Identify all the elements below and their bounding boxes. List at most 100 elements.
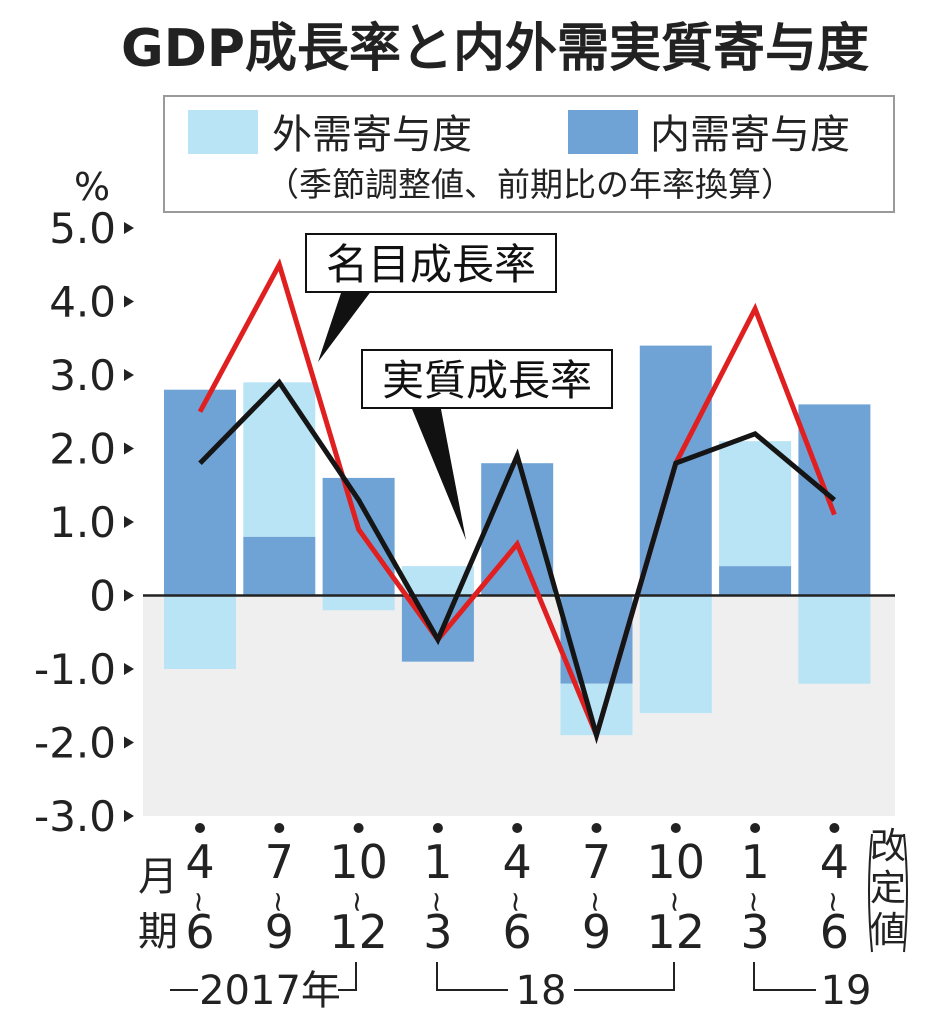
domestic-bar	[560, 595, 633, 684]
x-tick-dot	[432, 823, 443, 833]
y-tick-marker	[124, 369, 134, 381]
nominal-callout-box	[305, 233, 557, 293]
external-bar	[322, 595, 395, 611]
x-tick-label-end: 6	[820, 905, 849, 959]
external-bar	[164, 595, 236, 669]
y-tick-marker	[124, 663, 134, 675]
year-bracket-18-right	[574, 962, 675, 991]
y-tick-marker	[124, 589, 134, 602]
real-growth-line	[198, 378, 837, 745]
month-label-bottom: 期	[138, 909, 178, 955]
series-lines	[197, 258, 837, 745]
nominal-callout-pointer	[318, 290, 372, 362]
x-tick-tilde: ~	[421, 890, 454, 913]
legend-swatch-external	[188, 110, 258, 154]
x-tick-dot	[591, 823, 602, 833]
real-callout-label: 実質成長率	[382, 356, 592, 405]
domestic-bar	[164, 389, 236, 596]
y-tick-marker	[124, 295, 134, 308]
x-tick-label-start: 1	[740, 835, 769, 889]
y-tick-label: 4.0	[49, 278, 116, 327]
x-tick-dot	[353, 823, 364, 833]
x-tick-tilde: ~	[500, 890, 533, 913]
x-tick-label-start: 4	[820, 835, 849, 889]
month-label-top: 月	[138, 854, 178, 900]
year-bracket-2017-right	[338, 962, 357, 991]
x-tick-label-start: 1	[423, 835, 452, 889]
x-tick-tilde: ~	[183, 890, 216, 913]
y-axis-unit: %	[74, 165, 110, 209]
y-tick-label: 2.0	[49, 425, 116, 474]
bar-group	[639, 345, 712, 714]
x-tick-label-end: 3	[740, 905, 769, 959]
y-tick-marker	[124, 516, 134, 528]
revised-paren-left	[868, 833, 873, 953]
y-tick-label: -1.0	[34, 645, 116, 694]
x-tick-label-end: 12	[329, 905, 388, 959]
year-label-19: 19	[821, 968, 872, 1014]
x-tick-dot	[670, 823, 681, 833]
y-tick-label: -3.0	[34, 792, 116, 841]
x-tick-tilde: ~	[738, 890, 771, 913]
y-tick-label: 1.0	[49, 498, 116, 547]
x-tick-label-start: 7	[582, 835, 611, 889]
x-tick-label-start: 4	[185, 835, 214, 889]
bar-group	[560, 595, 633, 736]
x-tick-label-end: 6	[185, 905, 214, 959]
nominal-growth-line	[197, 258, 837, 743]
x-tick-label-end: 9	[582, 905, 611, 959]
x-tick-label-start: 7	[265, 835, 294, 889]
bar-group	[719, 441, 792, 596]
nominal-callout-label: 名目成長率	[326, 240, 536, 289]
bar-group	[164, 389, 236, 669]
legend-label-domestic: 内需寄与度	[650, 112, 850, 158]
x-tick-tilde: ~	[342, 890, 375, 913]
real-callout-pointer	[410, 404, 466, 540]
legend-swatch-domestic	[568, 110, 638, 154]
x-tick-label-start: 4	[503, 835, 532, 889]
real-callout-box	[361, 349, 613, 409]
x-tick-tilde: ~	[659, 890, 692, 913]
external-bar	[798, 595, 871, 684]
x-tick-dot	[829, 823, 840, 833]
y-tick-marker	[124, 222, 134, 234]
x-tick-label-start: 10	[329, 835, 388, 889]
x-tick-label-end: 12	[647, 905, 706, 959]
year-bracket-19-left	[753, 962, 816, 991]
revised-paren-right	[903, 833, 908, 953]
revised-label-char: 改	[870, 826, 906, 867]
negative-region	[143, 595, 895, 816]
x-tick-label-end: 3	[423, 905, 452, 959]
x-tick-tilde: ~	[817, 890, 850, 913]
domestic-bar	[719, 566, 792, 596]
y-axis: 5.0 4.0 3.0 2.0 1.0 0 -1.0 -2.0 -3.0	[34, 204, 134, 841]
year-label-18: 18	[516, 968, 567, 1014]
year-bracket-18-left	[436, 962, 508, 991]
chart-title: GDP成長率と内外需実質寄与度	[121, 19, 869, 79]
x-tick-label-end: 9	[265, 905, 294, 959]
x-tick-dot	[195, 823, 205, 833]
y-tick-label: 0	[89, 572, 116, 621]
x-tick-label-start: 10	[647, 835, 706, 889]
bar-group	[243, 382, 316, 596]
x-tick-label-end: 6	[503, 905, 532, 959]
x-tick-tilde: ~	[580, 890, 613, 913]
legend-frame	[163, 95, 895, 213]
x-tick-tilde: ~	[262, 890, 295, 913]
y-tick-marker	[124, 810, 134, 822]
domestic-bar	[243, 536, 316, 596]
y-tick-marker	[124, 736, 134, 749]
x-tick-dot	[512, 823, 523, 833]
x-axis: 4~67~910~121~34~67~910~121~34~6月期改定値2017…	[138, 823, 908, 1014]
legend-label-external: 外需寄与度	[272, 112, 472, 158]
legend: 外需寄与度 内需寄与度 （季節調整値、前期比の年率換算）	[163, 95, 895, 213]
x-tick-dot	[750, 823, 761, 833]
y-tick-label: 5.0	[49, 204, 116, 253]
legend-note: （季節調整値、前期比の年率換算）	[266, 165, 794, 204]
external-bar	[639, 595, 712, 714]
y-tick-label: 3.0	[49, 351, 116, 400]
x-tick-dot	[274, 823, 285, 833]
y-tick-marker	[124, 442, 134, 455]
